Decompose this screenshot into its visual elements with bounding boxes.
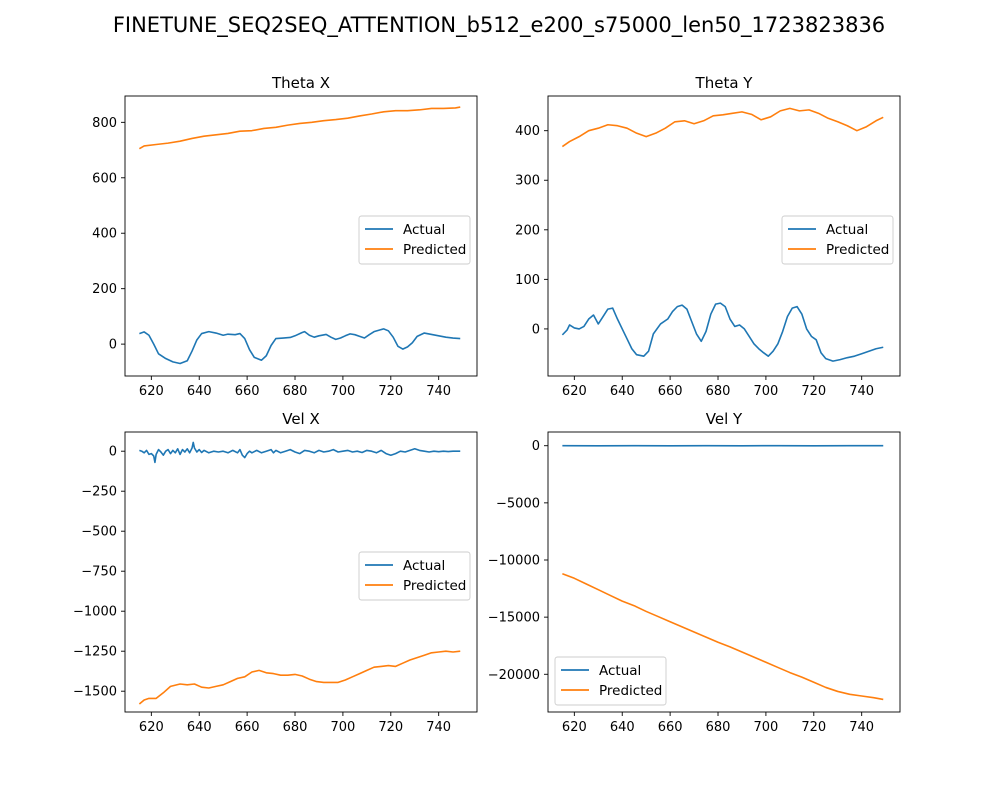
vel-x-x-tick-label: 700 <box>330 720 355 735</box>
subplot-theta-x: Theta X 620 640 660 680 700 720 740 0 200 400 600 80… <box>92 74 478 399</box>
vel-y-legend-actual-label: Actual <box>599 663 641 679</box>
theta-y-legend-actual-label: Actual <box>826 222 868 238</box>
vel-y-y-tick-label: 0 <box>532 439 540 454</box>
theta-y-legend: Actual Predicted <box>781 215 894 265</box>
theta-x-legend-predicted-label: Predicted <box>403 242 466 258</box>
vel-y-x-tick-label: 620 <box>562 720 587 735</box>
theta-x-y-tick-label: 200 <box>92 282 117 297</box>
theta-x-legend-actual-label: Actual <box>403 222 445 238</box>
subplot-vel-x: Vel X 620 640 660 680 700 720 740 0 −250 −500 −750 −… <box>73 410 478 735</box>
vel-x-x-tick-label: 720 <box>378 720 403 735</box>
vel-x-series-group <box>138 441 461 705</box>
vel-y-legend-box <box>554 656 667 706</box>
theta-x-x-tick-label: 640 <box>187 384 212 399</box>
vel-y-x-tick-label: 660 <box>658 720 683 735</box>
vel-y-y-tick-label: −20000 <box>488 668 540 683</box>
vel-x-x-tick-label: 620 <box>139 720 164 735</box>
subplot-vel-y: Vel Y 620 640 660 680 700 720 740 0 −5000 −10000 −1… <box>488 410 901 735</box>
vel-y-axes-frame <box>547 431 901 713</box>
theta-x-y-tick-label: 400 <box>92 227 117 242</box>
theta-x-x-tick-label: 720 <box>378 384 403 399</box>
theta-x-legend: Actual Predicted <box>358 215 471 265</box>
vel-y-x-tick-label: 740 <box>849 720 874 735</box>
theta-x-legend-box <box>358 215 471 265</box>
vel-y-x-tick-label: 700 <box>753 720 778 735</box>
theta-y-x-tick-label: 680 <box>706 384 731 399</box>
theta-y-y-tick-label: 300 <box>515 174 540 189</box>
vel-y-series-predicted-line <box>562 572 884 701</box>
theta-y-title: Theta Y <box>695 74 754 92</box>
theta-y-series-actual-line <box>561 302 884 362</box>
vel-x-y-tick-label: −1250 <box>73 645 117 660</box>
vel-x-series-predicted-line <box>138 650 461 705</box>
vel-y-y-tick-label: −15000 <box>488 611 540 626</box>
theta-x-title: Theta X <box>271 74 330 92</box>
vel-x-legend: Actual Predicted <box>358 551 471 601</box>
theta-x-x-tick-label: 660 <box>235 384 260 399</box>
vel-x-x-tick-label: 680 <box>283 720 308 735</box>
theta-y-x-tick-label: 740 <box>849 384 874 399</box>
vel-y-legend: Actual Predicted <box>554 656 667 706</box>
theta-y-x-tick-label: 620 <box>562 384 587 399</box>
subplot-theta-y: Theta Y 620 640 660 680 700 720 740 0 100 200 300 40… <box>515 74 901 399</box>
theta-x-x-tick-label: 740 <box>426 384 451 399</box>
vel-x-x-tick-label: 660 <box>235 720 260 735</box>
theta-y-legend-box <box>781 215 894 265</box>
vel-x-y-tick-label: −500 <box>81 525 117 540</box>
vel-x-series-actual-line <box>139 441 461 464</box>
theta-y-y-tick-label: 100 <box>515 273 540 288</box>
vel-y-x-tick-label: 640 <box>610 720 635 735</box>
vel-y-x-tick-label: 680 <box>706 720 731 735</box>
theta-x-axes-frame <box>124 95 478 377</box>
theta-x-series-predicted-line <box>138 106 461 150</box>
vel-x-y-tick-label: −250 <box>81 485 117 500</box>
theta-y-x-tick-label: 640 <box>610 384 635 399</box>
vel-x-y-tick-label: −1000 <box>73 605 117 620</box>
theta-y-y-tick-label: 400 <box>515 124 540 139</box>
vel-x-x-tick-label: 740 <box>426 720 451 735</box>
theta-y-y-tick-label: 0 <box>532 322 540 337</box>
vel-y-y-tick-label: −5000 <box>496 496 540 511</box>
theta-x-series-group <box>138 106 461 365</box>
vel-x-title: Vel X <box>282 410 320 428</box>
theta-y-series-group <box>561 107 884 362</box>
theta-y-axes-frame <box>547 95 901 377</box>
vel-x-x-tick-label: 640 <box>187 720 212 735</box>
vel-y-title: Vel Y <box>706 410 743 428</box>
theta-y-x-tick-label: 660 <box>658 384 683 399</box>
theta-y-x-tick-label: 700 <box>753 384 778 399</box>
vel-y-y-tick-label: −10000 <box>488 554 540 569</box>
theta-x-y-tick-label: 800 <box>92 116 117 131</box>
vel-x-y-tick-label: 0 <box>109 445 117 460</box>
theta-y-legend-predicted-label: Predicted <box>826 242 889 258</box>
vel-x-legend-box <box>358 551 471 601</box>
figure-title: FINETUNE_SEQ2SEQ_ATTENTION_b512_e200_s75… <box>113 13 885 38</box>
theta-x-x-tick-label: 680 <box>283 384 308 399</box>
theta-x-y-tick-label: 0 <box>109 338 117 353</box>
theta-x-x-tick-label: 700 <box>330 384 355 399</box>
vel-x-legend-actual-label: Actual <box>403 558 445 574</box>
theta-y-y-tick-label: 200 <box>515 223 540 238</box>
vel-y-legend-predicted-label: Predicted <box>599 683 662 699</box>
vel-x-axes-frame <box>124 431 478 713</box>
vel-x-y-tick-label: −750 <box>81 565 117 580</box>
vel-x-y-tick-label: −1500 <box>73 685 117 700</box>
theta-x-series-actual-line <box>139 328 461 365</box>
theta-y-series-predicted-line <box>561 107 884 148</box>
theta-y-x-tick-label: 720 <box>801 384 826 399</box>
vel-y-series-group <box>562 444 884 701</box>
vel-y-x-tick-label: 720 <box>801 720 826 735</box>
theta-x-y-tick-label: 600 <box>92 171 117 186</box>
vel-x-legend-predicted-label: Predicted <box>403 578 466 594</box>
theta-x-x-tick-label: 620 <box>139 384 164 399</box>
